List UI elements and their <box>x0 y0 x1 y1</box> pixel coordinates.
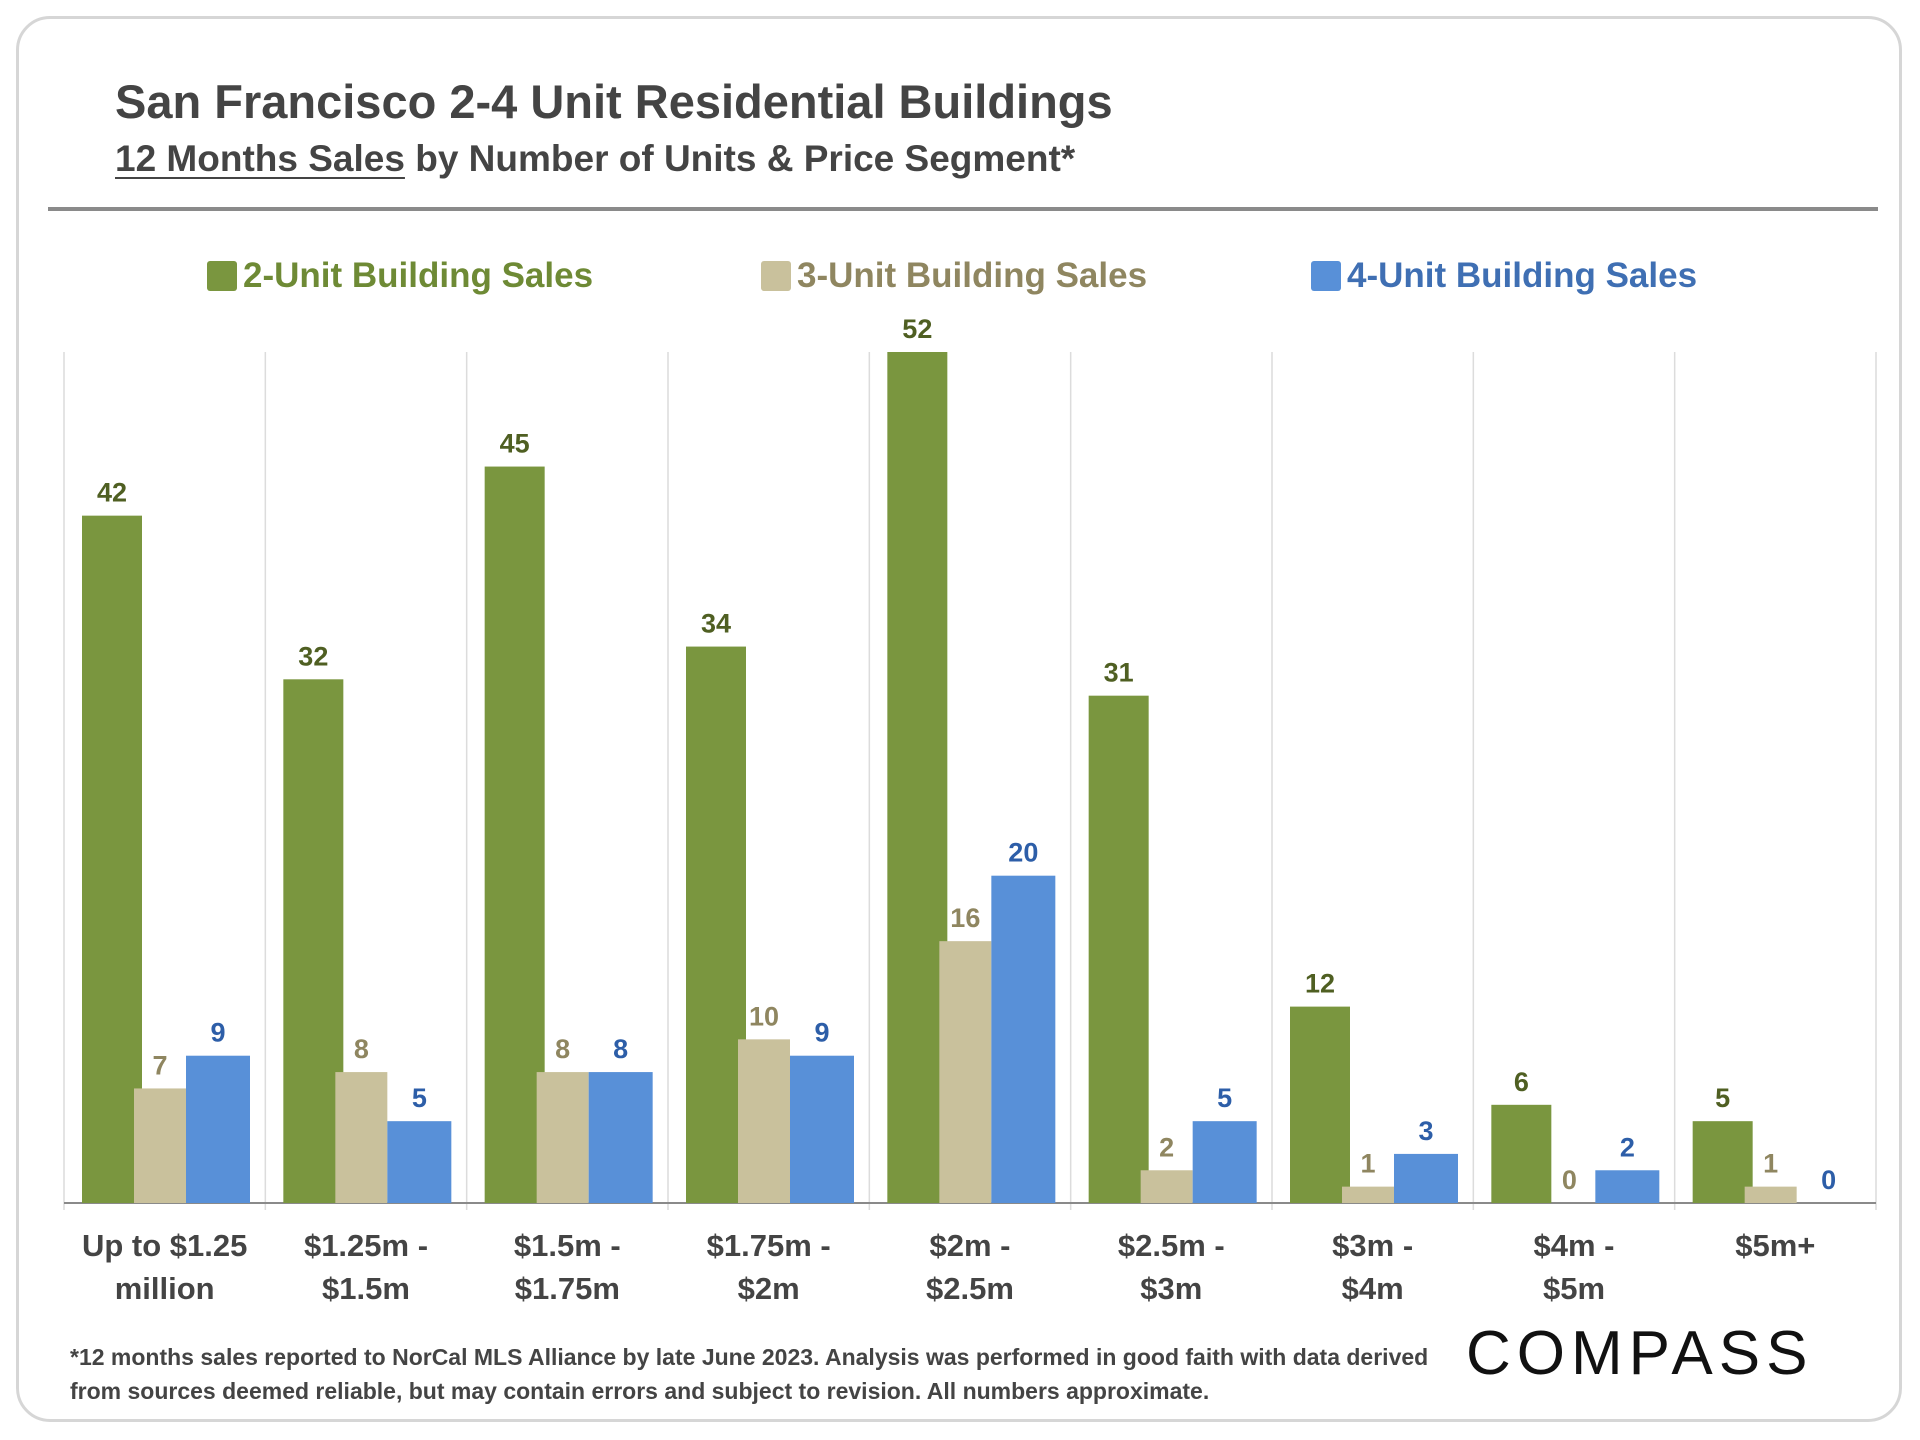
bar-value-label: 34 <box>701 609 731 639</box>
x-tick-label: $4m <box>1342 1271 1404 1306</box>
bar <box>1140 1170 1193 1203</box>
legend-swatch-4-unit <box>1311 261 1341 291</box>
bar-value-label: 12 <box>1305 969 1335 999</box>
bar <box>536 1072 589 1203</box>
bar-value-label: 9 <box>210 1018 225 1048</box>
bar-value-label: 5 <box>1715 1083 1730 1113</box>
bar-value-label: 2 <box>1159 1132 1174 1162</box>
compass-logo: COMPASS <box>1466 1319 1814 1388</box>
legend-swatch-2-unit <box>207 261 237 291</box>
x-tick-label: $2.5m - <box>1118 1228 1225 1263</box>
bar-value-label: 31 <box>1104 658 1134 688</box>
bar <box>686 646 746 1203</box>
subtitle-underlined: 12 Months Sales <box>115 138 405 179</box>
x-tick-label: $4m - <box>1534 1228 1615 1263</box>
bar <box>1491 1104 1552 1203</box>
bar <box>134 1088 186 1203</box>
bar <box>991 875 1056 1203</box>
bar-value-label: 1 <box>1763 1149 1778 1179</box>
legend-label-3-unit: 3-Unit Building Sales <box>797 256 1148 295</box>
bar <box>790 1055 854 1203</box>
chart-subtitle: 12 Months Sales by Number of Units & Pri… <box>115 138 1075 180</box>
bar-value-label: 32 <box>298 641 328 671</box>
bar <box>1290 1006 1350 1203</box>
bar-value-label: 3 <box>1418 1116 1433 1146</box>
x-tick-label: $1.75m <box>515 1271 620 1306</box>
footnote: *12 months sales reported to NorCal MLS … <box>70 1344 1429 1404</box>
bar <box>588 1072 653 1203</box>
bar-value-label: 45 <box>500 429 530 459</box>
bar <box>1394 1153 1458 1203</box>
bar-value-label: 5 <box>1217 1083 1232 1113</box>
x-tick-label: $5m <box>1543 1271 1605 1306</box>
bar-value-label: 52 <box>902 314 932 344</box>
bar <box>1692 1121 1753 1203</box>
bar <box>283 679 344 1203</box>
bar <box>484 466 545 1203</box>
bar-value-label: 16 <box>950 903 980 933</box>
bar <box>1595 1170 1660 1203</box>
bar <box>1744 1186 1797 1203</box>
bar-value-label: 8 <box>354 1034 369 1064</box>
bar-value-label: 9 <box>814 1018 829 1048</box>
x-tick-label: Up to $1.25 <box>82 1228 247 1263</box>
chart-title: San Francisco 2-4 Unit Residential Build… <box>115 75 1113 128</box>
bar-value-label: 0 <box>1562 1165 1577 1195</box>
x-tick-label: $3m - <box>1332 1228 1413 1263</box>
x-tick-label: $5m+ <box>1735 1228 1815 1263</box>
bar-value-label: 7 <box>152 1050 167 1080</box>
bar <box>335 1072 388 1203</box>
x-tick-label: $1.25m - <box>304 1228 428 1263</box>
bar <box>738 1039 790 1203</box>
bar-value-label: 0 <box>1821 1165 1836 1195</box>
subtitle-rest: by Number of Units & Price Segment* <box>404 138 1076 179</box>
bar-value-label: 42 <box>97 478 127 508</box>
bar <box>387 1121 452 1203</box>
bar <box>887 352 948 1203</box>
bar-value-label: 5 <box>412 1083 427 1113</box>
bar <box>939 941 992 1203</box>
legend-swatch-3-unit <box>761 261 791 291</box>
x-tick-label: million <box>115 1271 215 1306</box>
bar <box>82 515 142 1203</box>
x-tick-label: $2m - <box>930 1228 1011 1263</box>
header-divider <box>48 207 1878 211</box>
x-tick-label: $1.5m <box>322 1271 410 1306</box>
bar-value-label: 10 <box>749 1001 779 1031</box>
bar-value-label: 6 <box>1514 1067 1529 1097</box>
bar-value-label: 8 <box>555 1034 570 1064</box>
x-tick-label: $1.5m - <box>514 1228 621 1263</box>
legend-label-2-unit: 2-Unit Building Sales <box>243 256 594 295</box>
x-tick-label: $2m <box>738 1271 800 1306</box>
x-tick-label: $2.5m <box>926 1271 1014 1306</box>
bar <box>186 1055 250 1203</box>
x-tick-label: $1.75m - <box>707 1228 831 1263</box>
bar <box>1342 1186 1394 1203</box>
bar <box>1192 1121 1257 1203</box>
legend-item-2-unit: 2-Unit Building Sales <box>207 256 593 296</box>
bar <box>1088 695 1149 1203</box>
bar-value-label: 2 <box>1620 1132 1635 1162</box>
bar-value-label: 20 <box>1008 838 1038 868</box>
x-tick-label: $3m <box>1140 1271 1202 1306</box>
legend-label-4-unit: 4-Unit Building Sales <box>1347 256 1698 295</box>
bar-value-label: 8 <box>613 1034 628 1064</box>
bar-value-label: 1 <box>1360 1149 1375 1179</box>
legend-item-3-unit: 3-Unit Building Sales <box>761 256 1147 296</box>
legend-item-4-unit: 4-Unit Building Sales <box>1311 256 1697 296</box>
